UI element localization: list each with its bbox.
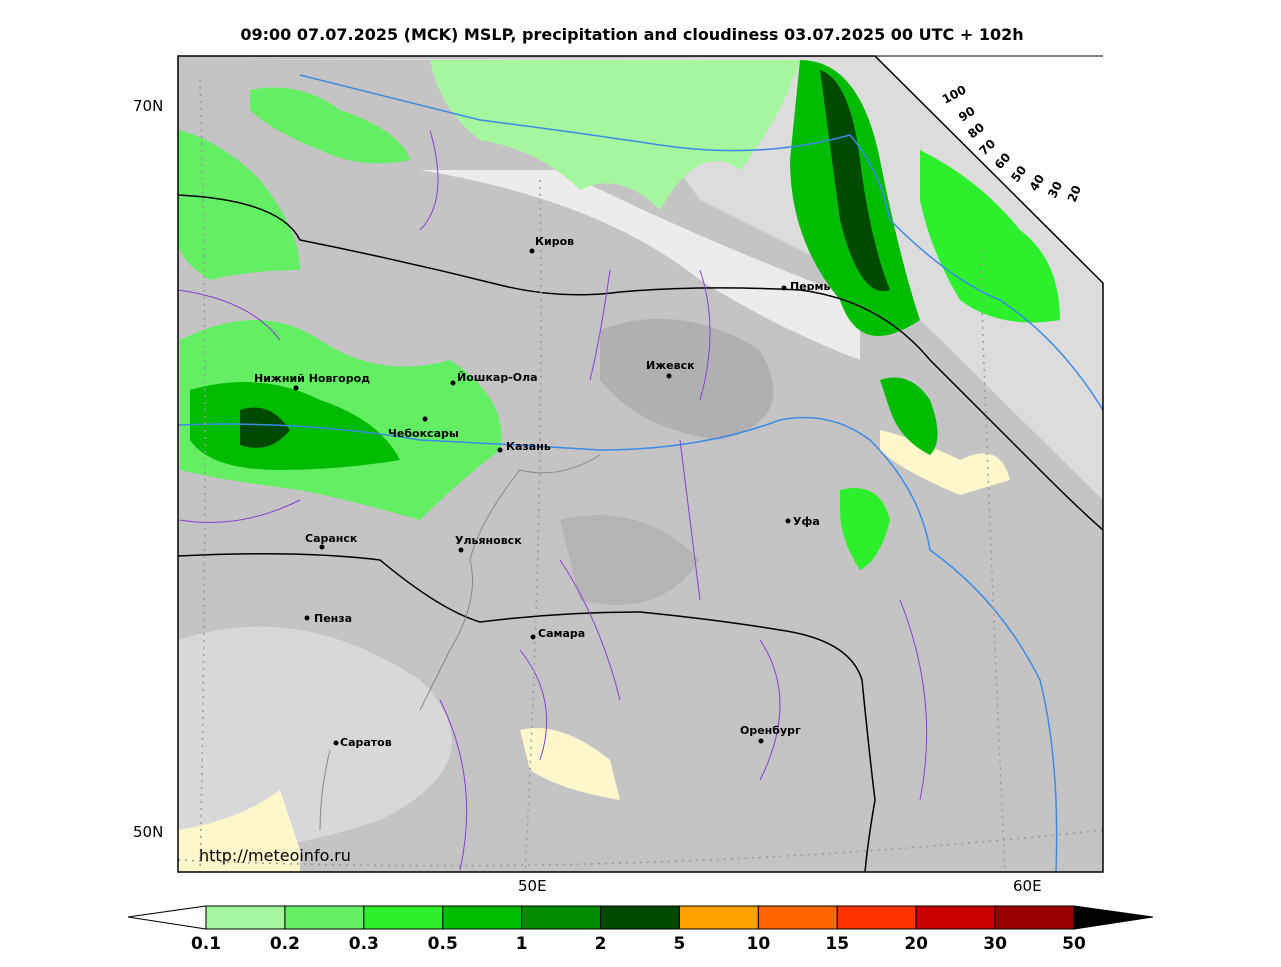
colorbar-segment xyxy=(442,905,523,930)
colorbar-segment xyxy=(284,905,365,930)
colorbar-segment xyxy=(521,905,602,930)
colorbar-tick-label: 0.5 xyxy=(428,934,458,954)
colorbar-tick-label: 10 xyxy=(747,934,771,954)
city-label: Уфа xyxy=(793,515,820,528)
colorbar-tick-label: 0.1 xyxy=(191,934,221,954)
city-label: Чебоксары xyxy=(388,427,459,440)
cloudiness-label: 60 xyxy=(992,150,1014,172)
colorbar-segment xyxy=(600,905,680,930)
cloudiness-label: 30 xyxy=(1045,179,1065,200)
colorbar-segment xyxy=(363,905,444,930)
colorbar-tick-label: 5 xyxy=(674,934,686,954)
colorbar-segment xyxy=(836,905,917,930)
city-dot xyxy=(529,248,535,254)
city-dot xyxy=(781,285,787,291)
city-label: Казань xyxy=(506,440,551,453)
city-label: Саранск xyxy=(305,532,358,545)
city-dot xyxy=(785,518,791,524)
city-dot xyxy=(304,615,310,621)
colorbar-segment xyxy=(994,905,1075,930)
city-dot xyxy=(666,373,672,379)
cloudiness-label: 100 xyxy=(940,83,969,107)
city-label: Нижний Новгород xyxy=(254,372,370,385)
city-label: Ижевск xyxy=(646,359,695,372)
cloudiness-label: 90 xyxy=(956,104,978,125)
colorbar-segment xyxy=(915,905,996,930)
city-dot xyxy=(530,634,536,640)
colorbar: 0.1 0.2 0.3 0.5 1 2 5 10 15 20 30 50 xyxy=(127,905,1154,954)
city-dot xyxy=(319,544,325,550)
city-label: Пенза xyxy=(314,612,352,625)
city-dot xyxy=(758,738,764,744)
colorbar-tick-label: 0.3 xyxy=(349,934,379,954)
cloudiness-label: 40 xyxy=(1027,172,1048,194)
colorbar-tick-label: 20 xyxy=(904,934,928,954)
colorbar-segment xyxy=(678,905,759,930)
city-dot xyxy=(422,416,428,422)
colorbar-tick-label: 1 xyxy=(516,934,528,954)
cities: Киров Пермь Нижний Новгород Йошкар-Ола Ижевс… xyxy=(254,235,831,749)
city-dot xyxy=(458,547,464,553)
map-field xyxy=(178,56,1103,872)
colorbar-tick-label: 0.2 xyxy=(270,934,300,954)
city-label: Саратов xyxy=(340,736,392,749)
map-frame xyxy=(177,55,1104,873)
colorbar-segment xyxy=(205,905,286,930)
lon-label: 60E xyxy=(1013,877,1042,895)
cloudiness-label: 80 xyxy=(965,120,987,141)
city-label: Пермь xyxy=(790,280,831,293)
cloudiness-label: 20 xyxy=(1065,183,1084,204)
city-label: Самара xyxy=(538,627,585,640)
city-dot xyxy=(497,447,503,453)
city-label: Ульяновск xyxy=(455,534,522,547)
url: http://meteoinfo.ru xyxy=(199,846,351,865)
colorbar-tick-label: 2 xyxy=(595,934,607,954)
lat-label: 70N xyxy=(133,97,163,115)
cloudiness-label: 50 xyxy=(1008,163,1029,185)
city-dot xyxy=(293,385,299,391)
lat-label: 50N xyxy=(133,823,163,841)
colorbar-segment xyxy=(757,905,838,930)
cloudiness-label: 70 xyxy=(976,137,998,159)
city-label: Оренбург xyxy=(740,724,801,737)
title: 09:00 07.07.2025 (MCK) MSLP, precipitati… xyxy=(240,25,1023,44)
lon-label: 50E xyxy=(518,877,547,895)
city-dot xyxy=(333,740,339,746)
colorbar-tick-label: 30 xyxy=(983,934,1007,954)
colorbar-tick-label: 50 xyxy=(1062,934,1086,954)
city-label: Киров xyxy=(535,235,574,248)
colorbar-tick-label: 15 xyxy=(825,934,849,954)
city-dot xyxy=(450,380,456,386)
city-label: Йошкар-Ола xyxy=(457,371,538,384)
